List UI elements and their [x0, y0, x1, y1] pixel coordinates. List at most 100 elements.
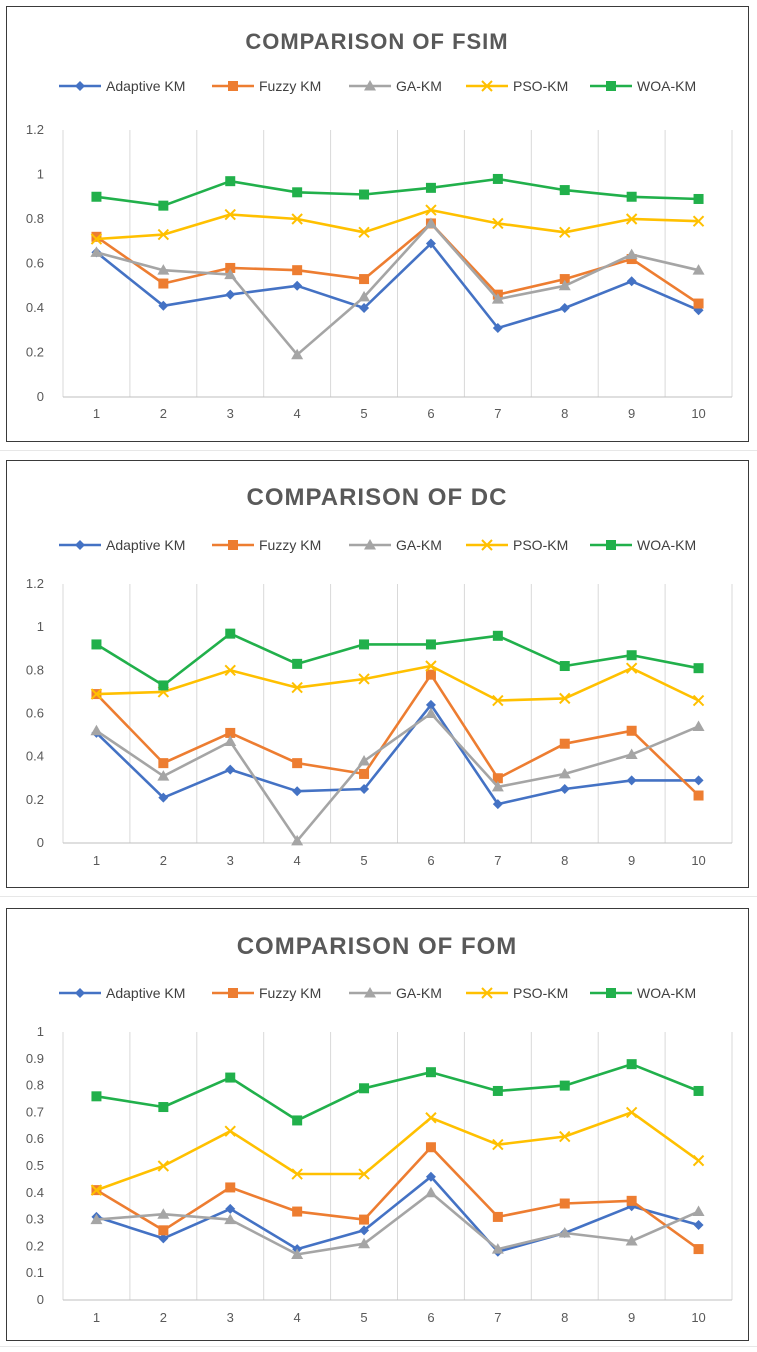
- data-point-ga-km: [157, 770, 170, 781]
- data-point-woa-km: [359, 1083, 370, 1094]
- data-point-fuzzy-km: [225, 727, 236, 738]
- data-point-pso-km: [692, 215, 705, 227]
- data-point-ga-km: [625, 248, 638, 260]
- x-tick-label: 8: [561, 853, 568, 868]
- y-tick-label: 0.6: [26, 1131, 44, 1146]
- data-point-ga-km: [291, 348, 304, 360]
- series-line-pso-km: [96, 664, 700, 702]
- series-line-adaptive-km: [96, 1175, 699, 1254]
- data-point-woa-km: [559, 185, 570, 196]
- y-tick-label: 0.2: [26, 345, 44, 360]
- data-point-woa-km: [225, 1072, 236, 1083]
- data-point-woa-km: [292, 1115, 303, 1126]
- data-point-fuzzy-km: [359, 768, 370, 779]
- fom-line-chart: COMPARISON OF FOM 0 0.1 0.2 0.3 0.4 0.5 0.6 0.7…: [26, 933, 733, 1325]
- legend-label-woa-km: WOA-KM: [637, 985, 696, 1001]
- x-tick-label: 9: [628, 853, 635, 868]
- x-tick-label: 7: [494, 406, 501, 421]
- data-point-pso-km: [492, 217, 504, 230]
- legend-label-pso-km: PSO-KM: [513, 78, 568, 94]
- data-point-pso-km: [90, 688, 103, 700]
- data-point-pso-km: [625, 1106, 638, 1119]
- x-tick-label: 6: [427, 853, 434, 868]
- data-point-ga-km: [558, 279, 571, 291]
- x-tick-label: 2: [160, 853, 167, 868]
- chart-panel-fom: COMPARISON OF FOM 0 0.1 0.2 0.3 0.4 0.5 0.6 0.7…: [6, 908, 749, 1341]
- y-tick-label: 0.8: [26, 1078, 44, 1093]
- data-point-adaptive-km: [359, 784, 370, 795]
- data-point-ga-km: [90, 246, 103, 257]
- data-point-fuzzy-km: [359, 1214, 370, 1225]
- sheet-gridline: [0, 1346, 757, 1347]
- data-point-fuzzy-km: [425, 1142, 436, 1153]
- data-point-woa-km: [425, 639, 436, 650]
- legend-label-ga-km: GA-KM: [396, 537, 442, 553]
- data-point-fuzzy-km: [559, 1198, 570, 1209]
- y-tick-label: 0.4: [26, 1185, 44, 1200]
- legend-marker-adaptive-km: [75, 540, 85, 550]
- x-tick-label: 9: [628, 1310, 635, 1325]
- series-line-ga-km: [96, 222, 699, 357]
- data-point-woa-km: [91, 1091, 102, 1102]
- data-point-ga-km: [291, 1248, 304, 1259]
- data-point-adaptive-km: [425, 1171, 436, 1182]
- legend-marker-woa-km: [606, 540, 616, 550]
- x-tick-label: 7: [494, 853, 501, 868]
- data-point-pso-km: [291, 213, 303, 225]
- data-point-pso-km: [291, 1168, 303, 1180]
- data-point-ga-km: [224, 735, 237, 747]
- fsim-line-chart: COMPARISON OF FSIM 0 0.2 0.4 0.6 0.8 1 1.2 1 2 3 4…: [26, 29, 733, 421]
- legend-label-fuzzy-km: Fuzzy KM: [259, 78, 321, 94]
- series-line-fuzzy-km: [95, 673, 700, 797]
- legend-label-woa-km: WOA-KM: [637, 537, 696, 553]
- data-point-adaptive-km: [225, 764, 236, 775]
- series-line-woa-km: [96, 177, 699, 207]
- data-point-pso-km: [224, 664, 236, 677]
- data-point-woa-km: [158, 1102, 169, 1113]
- data-point-pso-km: [358, 1168, 370, 1180]
- data-point-woa-km: [626, 1059, 637, 1070]
- y-tick-label: 0.9: [26, 1051, 44, 1066]
- data-point-woa-km: [225, 176, 236, 187]
- y-tick-label: 0.7: [26, 1104, 44, 1119]
- legend-label-pso-km: PSO-KM: [513, 985, 568, 1001]
- data-point-adaptive-km: [359, 1225, 370, 1236]
- x-tick-label: 9: [628, 406, 635, 421]
- y-tick-label: 0: [37, 389, 44, 404]
- data-point-ga-km: [224, 1213, 237, 1225]
- legend-label-fuzzy-km: Fuzzy KM: [259, 985, 321, 1001]
- series-line-fuzzy-km: [95, 1145, 700, 1251]
- series-line-ga-km: [95, 712, 700, 843]
- data-point-woa-km: [693, 663, 704, 674]
- data-point-pso-km: [425, 1112, 437, 1124]
- data-point-pso-km: [492, 694, 504, 707]
- data-point-pso-km: [559, 1130, 571, 1143]
- data-point-pso-km: [559, 226, 571, 239]
- chart-title: COMPARISON OF FOM: [237, 933, 518, 960]
- data-point-pso-km: [224, 208, 236, 221]
- data-point-ga-km: [291, 834, 304, 846]
- data-point-pso-km: [492, 1138, 504, 1151]
- legend-marker-ga-km: [364, 987, 376, 998]
- data-point-woa-km: [292, 658, 303, 669]
- x-tick-label: 4: [294, 406, 301, 421]
- x-tick-label: 3: [227, 406, 234, 421]
- legend-marker-fuzzy-km: [228, 81, 238, 91]
- data-point-adaptive-km: [559, 303, 570, 313]
- legend-marker-adaptive-km: [75, 988, 85, 998]
- x-tick-label: 3: [227, 853, 234, 868]
- y-tick-label: 0.6: [26, 706, 44, 721]
- data-point-pso-km: [425, 204, 437, 216]
- y-tick-label: 0.8: [26, 662, 44, 677]
- legend-label-ga-km: GA-KM: [396, 78, 442, 94]
- chart-panel-dc: COMPARISON OF DC 0 0.2 0.4 0.6 0.8 1 1.2 1 2 3 4 5 6…: [6, 460, 749, 888]
- x-tick-label: 3: [227, 1310, 234, 1325]
- y-tick-label: 1: [37, 619, 44, 634]
- data-point-woa-km: [559, 1080, 570, 1091]
- data-point-ga-km: [491, 1243, 504, 1254]
- series-line-adaptive-km: [95, 242, 700, 330]
- data-point-woa-km: [91, 191, 102, 202]
- sheet-gridline: [0, 896, 757, 897]
- data-point-pso-km: [291, 681, 303, 694]
- data-point-adaptive-km: [693, 1219, 704, 1230]
